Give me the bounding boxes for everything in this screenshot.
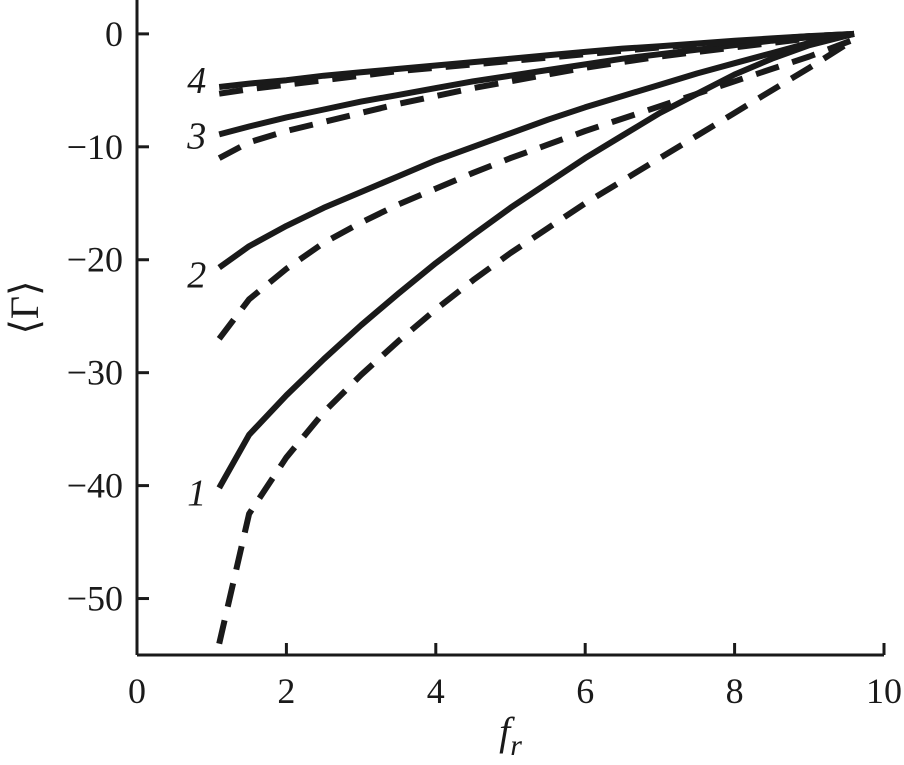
- y-tick-label: −20: [67, 240, 123, 280]
- x-tick-label: 2: [277, 671, 295, 711]
- x-tick-label: 6: [576, 671, 594, 711]
- series-1-dashed-line: [216, 36, 856, 645]
- x-tick-label: 4: [427, 671, 445, 711]
- series-3-dashed-line: [217, 30, 855, 161]
- curve-labels: 1 2 3 4: [186, 60, 206, 514]
- curve-label-3: 3: [186, 115, 206, 157]
- curve-label-1: 1: [187, 472, 206, 514]
- curve-label-4: 4: [187, 60, 206, 102]
- x-tick-label: 0: [128, 671, 146, 711]
- y-tick-label: 0: [105, 14, 123, 54]
- y-tick-label: −40: [67, 466, 123, 506]
- plot-lines: [216, 30, 856, 645]
- y-tick-label: −50: [67, 579, 123, 619]
- x-axis-title-subscript: r: [510, 729, 522, 762]
- series-1-solid-line: [216, 30, 855, 490]
- y-tick-label: −10: [67, 127, 123, 167]
- y-tick-label: −30: [67, 353, 123, 393]
- x-tick-label: 8: [726, 671, 744, 711]
- series-4-dashed-line: [218, 30, 855, 97]
- series-2-dashed-line: [216, 36, 856, 341]
- x-tick-label: 10: [866, 671, 902, 711]
- y-ticks: 0 −10 −20 −30 −40 −50: [67, 14, 149, 619]
- y-axis-title: ⟨Γ⟩: [2, 280, 47, 334]
- curve-label-2: 2: [187, 254, 206, 296]
- x-ticks: 0 2 4 6 8 10: [128, 643, 902, 711]
- series-2-solid-line: [217, 30, 855, 271]
